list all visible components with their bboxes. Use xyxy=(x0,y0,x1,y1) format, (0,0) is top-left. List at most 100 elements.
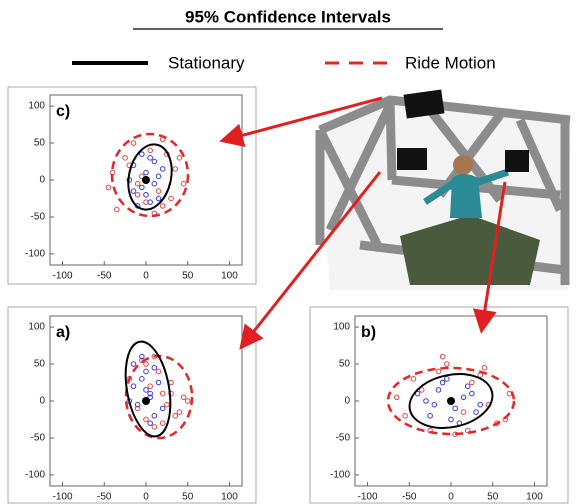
x-tick-label: -100 xyxy=(358,492,378,503)
point xyxy=(176,155,183,161)
point xyxy=(151,180,158,187)
point xyxy=(159,203,166,209)
x-tick-label: 0 xyxy=(143,492,149,503)
point xyxy=(444,361,450,367)
point xyxy=(143,416,149,423)
y-tick-label: 0 xyxy=(39,396,45,407)
y-tick-label: 100 xyxy=(28,322,45,333)
y-tick-label: 0 xyxy=(39,175,45,186)
point xyxy=(159,390,166,397)
point xyxy=(134,191,141,198)
panel-label: c) xyxy=(56,103,70,120)
point xyxy=(423,398,429,404)
point xyxy=(180,180,187,187)
point xyxy=(147,147,153,154)
point xyxy=(151,412,158,419)
y-tick-label: -100 xyxy=(25,249,45,260)
legend-label: Ride Motion xyxy=(405,53,496,72)
point xyxy=(139,151,145,157)
point xyxy=(464,427,471,434)
point xyxy=(134,401,141,408)
point xyxy=(143,191,149,198)
point xyxy=(147,383,153,390)
ellipse-stationary xyxy=(124,340,172,438)
point xyxy=(155,195,162,202)
point xyxy=(147,199,153,205)
x-tick-label: 50 xyxy=(182,492,194,503)
x-tick-label: 0 xyxy=(143,271,149,282)
point xyxy=(164,401,170,408)
arrows xyxy=(219,96,507,350)
y-tick-label: 50 xyxy=(34,138,46,149)
point xyxy=(460,394,467,401)
point xyxy=(130,188,137,194)
point xyxy=(481,364,488,371)
point xyxy=(435,387,442,393)
x-tick-label: -50 xyxy=(97,271,112,282)
point xyxy=(143,368,149,375)
y-tick-label: -100 xyxy=(330,470,350,481)
point xyxy=(147,390,153,397)
point xyxy=(473,409,479,415)
x-tick-label: -50 xyxy=(97,492,112,503)
point xyxy=(147,420,153,426)
point xyxy=(134,405,141,412)
point xyxy=(155,173,162,180)
point xyxy=(176,409,183,415)
x-tick-label: 0 xyxy=(448,492,454,503)
point xyxy=(402,412,408,419)
point xyxy=(184,398,191,404)
point xyxy=(439,379,446,386)
point xyxy=(168,195,174,202)
point xyxy=(122,155,128,161)
panel-label: b) xyxy=(361,324,376,341)
plot: -100 -50 0 50 100 -100 -50 0 50 100 c) xyxy=(25,94,243,282)
x-tick-label: 100 xyxy=(221,492,238,503)
point xyxy=(172,166,179,172)
point xyxy=(427,412,433,419)
x-tick-label: 50 xyxy=(487,492,499,503)
plot: -100 -50 0 50 100 -100 -50 0 50 100 b) xyxy=(330,315,548,503)
y-tick-label: 50 xyxy=(34,359,46,370)
point xyxy=(155,379,162,386)
point xyxy=(448,416,454,423)
point xyxy=(143,361,149,367)
x-tick-label: -100 xyxy=(53,492,73,503)
x-tick-label: 50 xyxy=(182,271,194,282)
point xyxy=(147,394,153,401)
title: 95% Confidence Intervals xyxy=(185,7,391,26)
ellipse-stationary xyxy=(408,373,494,429)
point xyxy=(139,173,145,180)
point xyxy=(435,368,442,375)
point xyxy=(151,424,158,430)
point xyxy=(431,401,438,408)
y-tick-label: -50 xyxy=(31,212,46,223)
origin-dot xyxy=(142,397,150,405)
point xyxy=(460,409,467,415)
point xyxy=(469,390,475,397)
legend-label: Stationary xyxy=(168,53,245,72)
point xyxy=(159,420,166,426)
y-tick-label: 0 xyxy=(344,396,350,407)
x-tick-label: 100 xyxy=(526,492,543,503)
y-tick-label: 50 xyxy=(339,359,351,370)
point xyxy=(130,361,137,367)
point xyxy=(469,379,475,386)
simulator-illustration xyxy=(315,89,571,290)
point xyxy=(139,353,145,360)
point xyxy=(172,412,179,419)
point xyxy=(113,206,120,213)
point xyxy=(159,405,166,412)
point xyxy=(464,383,471,390)
ellipse-ride xyxy=(110,132,190,218)
point xyxy=(452,405,458,412)
y-tick-label: -100 xyxy=(25,470,45,481)
point xyxy=(105,184,112,191)
y-tick-label: -50 xyxy=(336,433,351,444)
point xyxy=(418,387,425,393)
ellipse-stationary xyxy=(127,143,173,211)
panel-label: a) xyxy=(56,324,70,341)
point xyxy=(155,368,162,375)
point xyxy=(143,387,149,393)
